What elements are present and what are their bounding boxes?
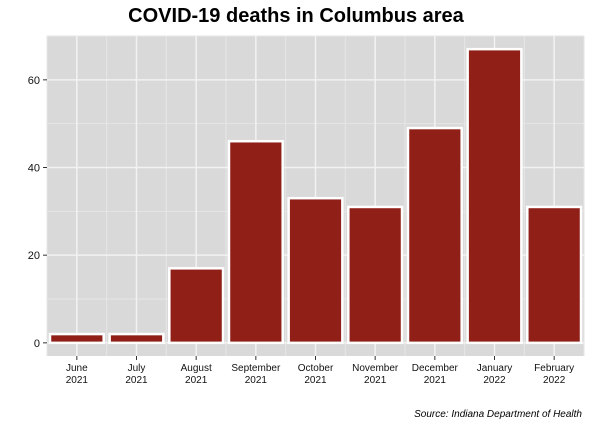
x-tick-label-line: October [298,363,334,374]
bar [227,139,284,345]
x-tick-label-line: 2021 [304,375,327,386]
x-tick-label: August 2021 [181,363,212,386]
bar [287,196,344,345]
x-tick-label-line: February [534,363,574,374]
x-tick-label-line: August [181,363,212,374]
bar [168,267,225,345]
y-tick-label: 60 [28,75,40,87]
y-tick-label: 20 [28,250,40,262]
x-tick-label: January 2022 [477,363,513,386]
bar [526,205,583,345]
x-tick-label-line: 2021 [125,375,148,386]
source-note: Source: Indiana Department of Health [414,409,582,420]
x-tick-label: November 2021 [352,363,399,386]
chart-title: COVID-19 deaths in Columbus area [128,5,464,27]
bar [466,47,523,345]
x-tick-label: July 2021 [125,363,148,386]
x-tick-label-line: 2022 [543,375,566,386]
x-tick-label-line: 2022 [483,375,506,386]
x-tick-label-line: July [128,363,146,374]
bar [48,332,105,345]
bar [108,332,165,345]
x-tick-label-line: 2021 [245,375,268,386]
y-tick-label: 0 [34,338,40,350]
x-tick-label-line: December [412,363,459,374]
bar [347,205,404,345]
bar [406,126,463,345]
x-tick-label: October 2021 [298,363,334,386]
x-tick-label: June 2021 [66,363,89,386]
bars [48,47,583,345]
x-tick-label-line: 2021 [424,375,447,386]
x-tick-label-line: June [66,363,88,374]
x-tick-label-line: September [231,363,281,374]
y-axis: 0 20 40 60 [28,75,47,350]
x-tick-label-line: January [477,363,513,374]
x-tick-label-line: 2021 [66,375,89,386]
y-tick-label: 40 [28,163,40,175]
x-tick-label-line: 2021 [364,375,387,386]
x-tick-label: September 2021 [231,363,281,386]
x-tick-label: December 2021 [412,363,459,386]
x-tick-label: February 2022 [534,363,574,386]
x-tick-label-line: November [352,363,399,374]
x-tick-label-line: 2021 [185,375,208,386]
